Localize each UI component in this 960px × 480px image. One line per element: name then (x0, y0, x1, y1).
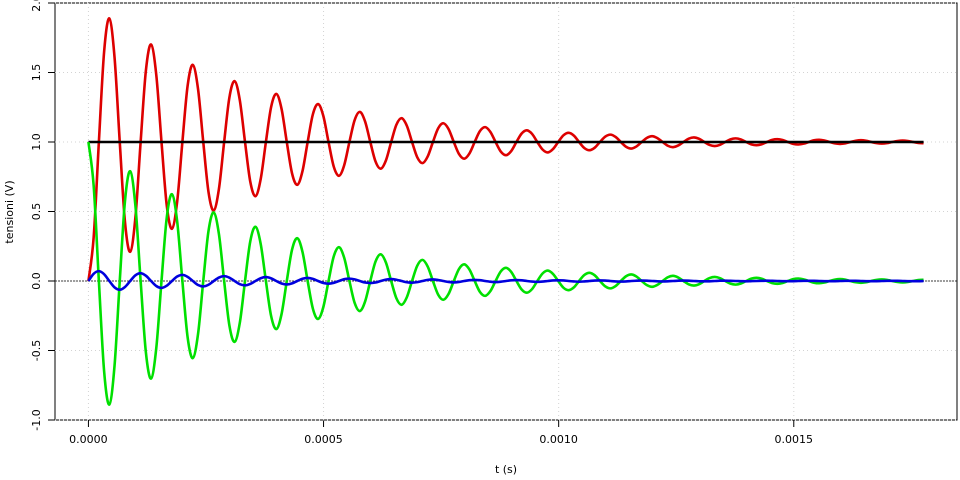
x-tick-label: 0.0015 (775, 433, 814, 446)
x-axis-label: t (s) (495, 463, 517, 476)
x-tick-label: 0.0010 (539, 433, 578, 446)
x-tick-label: 0.0005 (304, 433, 343, 446)
series-line (87, 269, 924, 292)
y-tick-label: 1.0 (30, 133, 43, 151)
y-tick-label: 2.0 (30, 0, 43, 12)
series-line (87, 141, 924, 406)
y-axis-label: tensioni (V) (3, 180, 16, 243)
plot-box (54, 2, 958, 421)
x-tick-label: 0.0000 (69, 433, 108, 446)
y-tick-label: -1.0 (30, 409, 43, 430)
y-tick-label: 0.5 (30, 203, 43, 221)
y-tick-label: 0.0 (30, 272, 43, 290)
series-line (87, 17, 924, 282)
y-tick-label: -0.5 (30, 340, 43, 361)
y-tick-label: 1.5 (30, 64, 43, 82)
